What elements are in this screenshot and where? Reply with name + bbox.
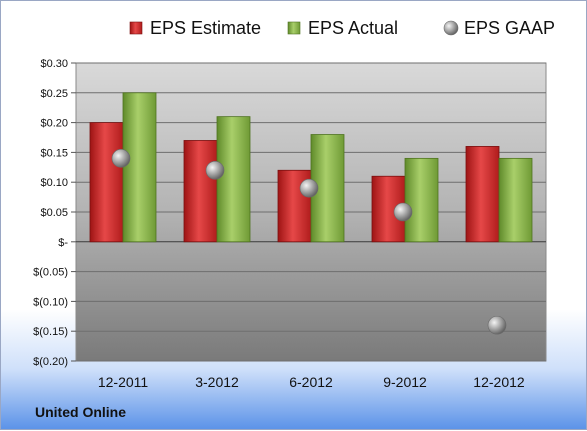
legend-label: EPS Actual — [308, 18, 398, 38]
legend-label: EPS GAAP — [464, 18, 555, 38]
legend-label: EPS Estimate — [150, 18, 261, 38]
bar-actual — [498, 157, 533, 243]
legend-marker-actual — [287, 21, 301, 35]
x-category-label: 12-2012 — [473, 374, 525, 390]
y-tick-label: $0.15 — [40, 147, 68, 159]
gaap-point — [205, 160, 225, 180]
legend-marker-gaap — [443, 20, 459, 36]
x-category-label: 12-2011 — [98, 374, 149, 390]
y-tick-label: $(0.20) — [33, 356, 68, 368]
y-tick-label: $- — [58, 237, 68, 249]
y-tick-label: $0.30 — [40, 58, 68, 70]
gaap-point — [487, 315, 507, 335]
bar-actual — [122, 92, 157, 243]
y-tick-label: $0.25 — [40, 88, 68, 100]
gaap-points — [111, 149, 507, 335]
y-tick-label: $0.20 — [40, 118, 68, 130]
gaap-point — [393, 202, 413, 222]
x-category-label: 9-2012 — [383, 374, 427, 390]
bar-actual — [216, 116, 251, 243]
legend-marker-estimate — [129, 21, 143, 35]
y-tick-label: $0.05 — [40, 207, 68, 219]
y-axis: $0.30 $0.25 $0.20 $0.15 $0.10 $0.05 $- $(0.05) $… — [33, 58, 76, 368]
x-axis: 12-2011 3-2012 6-2012 9-2012 12-2012 — [98, 374, 525, 390]
y-tick-label: $(0.05) — [33, 267, 68, 279]
gaap-point — [111, 149, 131, 168]
y-tick-label: $(0.15) — [33, 326, 68, 338]
x-category-label: 3-2012 — [195, 374, 239, 390]
bar-estimate — [89, 122, 124, 243]
company-name: United Online — [35, 404, 126, 420]
bar-estimate — [183, 140, 218, 243]
x-category-label: 6-2012 — [289, 374, 333, 390]
bar-estimate — [465, 146, 500, 243]
bar-actual — [404, 157, 439, 243]
legend: EPS Estimate EPS Actual EPS GAAP — [129, 18, 555, 38]
y-tick-label: $(0.10) — [33, 296, 68, 308]
gaap-point — [299, 178, 319, 198]
y-tick-label: $0.10 — [40, 177, 68, 189]
